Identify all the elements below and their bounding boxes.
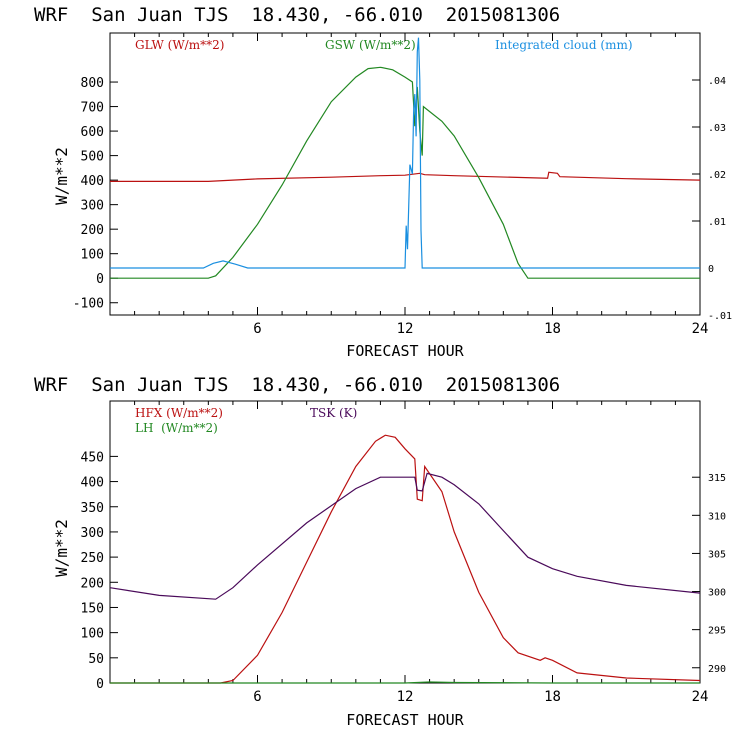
chart2-xtick-label: 24 [692,689,709,705]
chart2-legend-tsk: TSK (K) [310,406,357,420]
chart1-xtick-label: 6 [253,321,261,337]
chart2-ytick-label: 250 [81,551,104,566]
chart2-ytick-label: 0 [96,677,104,692]
chart1-frame [109,32,701,316]
chart2-ytick-label: 100 [81,627,104,642]
chart2-series-2-line [110,681,700,684]
chart2-xtick-label: 18 [544,689,561,705]
chart1-y2tick-label: .01 [708,217,726,228]
chart2-legend-hfx: HFX (W/m**2) [135,406,223,420]
chart2-ylabel: W/m**2 [52,519,71,577]
chart1-ytick-label: 700 [81,101,104,116]
chart1-y2tick-label: 0 [708,264,714,275]
chart1-ytick-label: -100 [73,297,104,312]
chart2-ytick-label: 150 [81,601,104,616]
chart1-xtick-label: 24 [692,321,709,337]
chart2-y2tick-label: 295 [708,626,726,637]
chart1-xtick-label: 12 [397,321,414,337]
chart1-ytick-label: 200 [81,223,104,238]
chart2-xtick-label: 6 [253,689,261,705]
chart2-ytick-label: 50 [88,652,104,667]
chart2-y2tick-label: 290 [708,664,726,675]
chart2-xtick-label: 12 [397,689,414,705]
chart1-ytick-label: 0 [96,272,104,287]
chart2-ytick-label: 300 [81,526,104,541]
chart1-ytick-label: 500 [81,150,104,165]
chart2-ytick-label: 450 [81,450,104,465]
chart1-legend-cloud: Integrated cloud (mm) [495,38,633,52]
chart2-y2tick-label: 310 [708,511,726,522]
chart1-ytick-label: 300 [81,199,104,214]
chart1-y2tick-label: .03 [708,123,726,134]
chart2-series-1-line [110,434,701,684]
chart1-y2tick-label: .02 [708,170,726,181]
chart1-ylabel: W/m**2 [52,147,71,205]
chart1-legend-gsw: GSW (W/m**2) [325,38,416,52]
chart2-y2tick-label: 305 [708,549,726,560]
chart1-ytick-label: 400 [81,174,104,189]
chart1-legend-glw: GLW (W/m**2) [135,38,224,52]
chart2-ytick-label: 400 [81,476,104,491]
chart1-series-1-line [110,171,701,182]
chart1-ytick-label: 800 [81,76,104,91]
chart2-ytick-label: 350 [81,501,104,516]
chart1-xlabel: FORECAST HOUR [346,342,464,360]
chart2-frame [109,400,701,684]
chart2-ytick-label: 200 [81,576,104,591]
chart1-series-3-line [110,37,700,269]
chart2-legend-lh: LH (W/m**2) [135,421,218,435]
chart1-title: WRF San Juan TJS 18.430, -66.010 2015081… [34,4,560,26]
chart1-ytick-label: 600 [81,125,104,140]
chart2-series-3-line [109,472,701,600]
chart1-y2tick-label: -.01 [708,311,732,322]
chart2-y2tick-label: 315 [708,473,726,484]
chart1-series-2-line [110,66,700,279]
chart2-y2tick-label: 300 [708,588,726,599]
chart1-xtick-label: 18 [544,321,561,337]
chart1-ytick-label: 100 [81,248,104,263]
chart2-xlabel: FORECAST HOUR [346,711,464,729]
chart1-y2tick-label: .04 [708,76,726,87]
chart2-title: WRF San Juan TJS 18.430, -66.010 2015081… [34,374,560,396]
